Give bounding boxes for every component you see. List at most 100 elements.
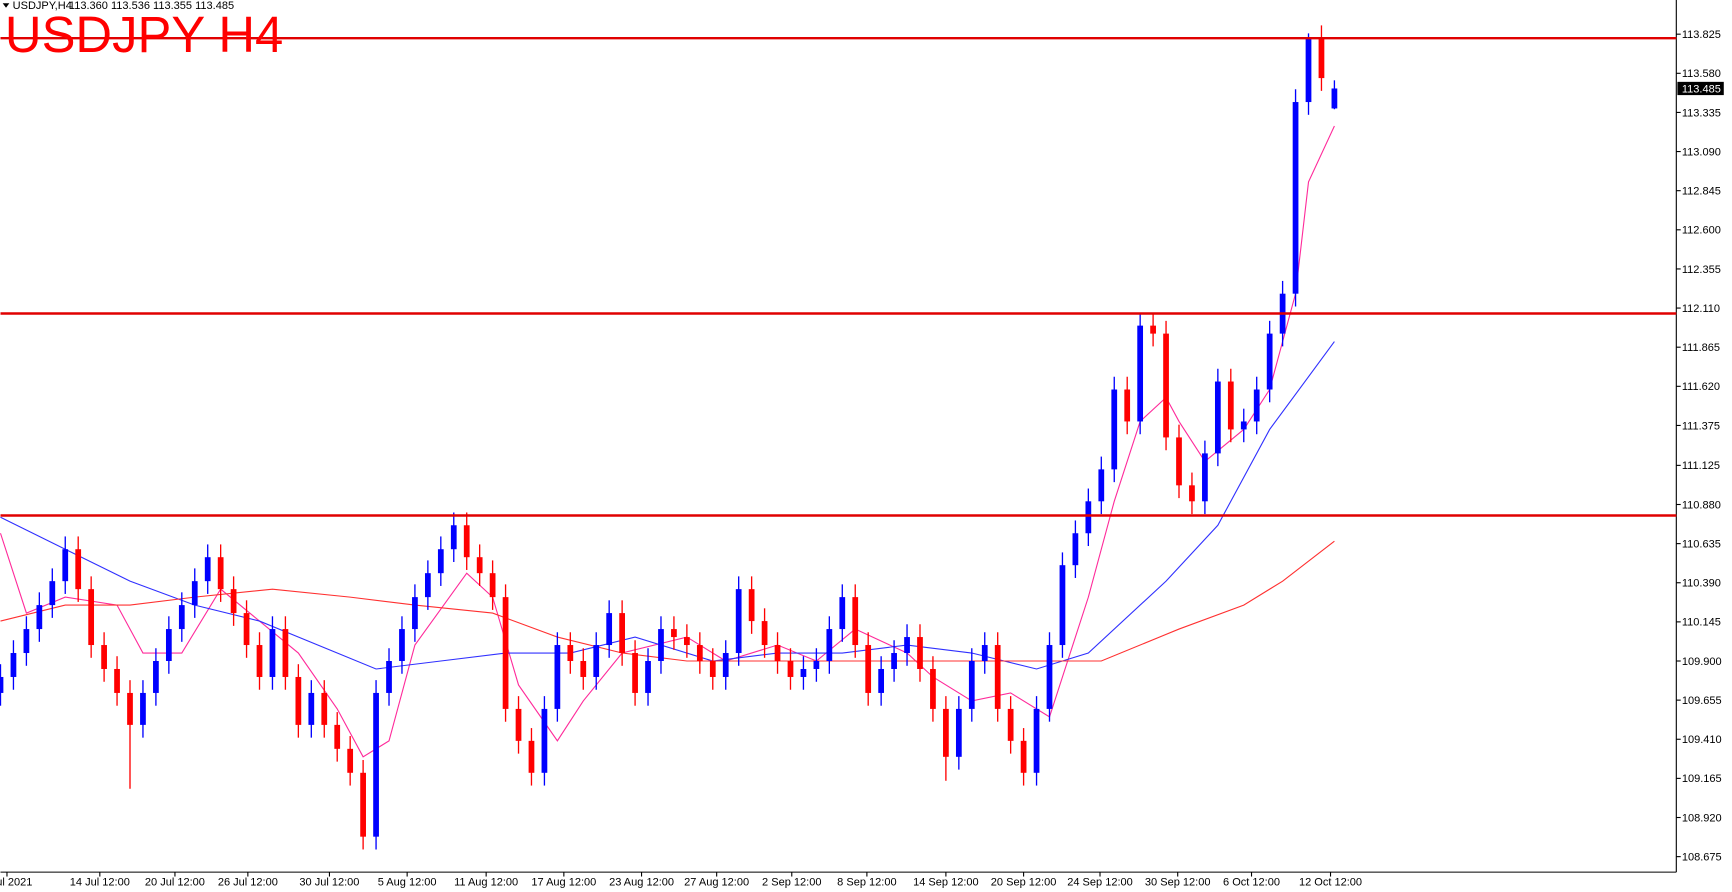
x-tick-label: 27 Aug 12:00 xyxy=(684,876,749,888)
candle-body xyxy=(101,645,107,669)
candle-body xyxy=(709,661,716,677)
candle-body xyxy=(528,740,535,773)
candle-body xyxy=(282,629,289,677)
candle-body xyxy=(1176,437,1182,486)
y-tick-label: 113.090 xyxy=(1682,146,1721,158)
x-tick-label: 20 Sep 12:00 xyxy=(991,876,1057,888)
candle-body xyxy=(217,557,224,590)
price-marker-label: 113.485 xyxy=(1682,83,1721,95)
candle-body xyxy=(1202,453,1208,502)
candle-body xyxy=(1292,102,1299,294)
candle-body xyxy=(1085,501,1092,534)
candle-body xyxy=(891,653,897,669)
y-tick-label: 109.900 xyxy=(1682,656,1722,668)
candle-body xyxy=(994,645,1001,709)
menu-arrow[interactable] xyxy=(2,3,10,8)
y-tick-label: 111.375 xyxy=(1682,420,1720,432)
y-tick-label: 108.675 xyxy=(1682,852,1722,864)
candle-body xyxy=(321,692,328,725)
candle-body xyxy=(114,668,120,693)
candle-body xyxy=(49,581,56,606)
candle-body xyxy=(1046,645,1053,709)
candle-body xyxy=(632,653,638,693)
candle-body xyxy=(1318,38,1325,79)
candle-body xyxy=(502,597,509,709)
y-tick-label: 110.635 xyxy=(1682,538,1721,550)
price-marker xyxy=(1677,81,1724,96)
candle-body xyxy=(1266,333,1273,390)
symbol: USDJPY,H4 xyxy=(13,0,72,12)
candle-body xyxy=(1072,533,1079,566)
x-tick-label: 14 Sep 12:00 xyxy=(913,876,979,888)
candle-body xyxy=(567,645,574,662)
candle-body xyxy=(1214,381,1221,454)
candle-body xyxy=(839,597,846,630)
candle-body xyxy=(191,581,198,606)
y-tick-label: 110.880 xyxy=(1682,499,1721,511)
candle-body xyxy=(1331,88,1338,109)
candle-body xyxy=(735,589,742,654)
y-tick-label: 109.410 xyxy=(1682,734,1722,746)
x-tick-label: 8 Jul 2021 xyxy=(0,876,32,888)
candle-body xyxy=(722,653,729,677)
x-tick-label: 5 Aug 12:00 xyxy=(378,876,437,888)
y-tick-label: 111.865 xyxy=(1682,342,1720,354)
candle-body xyxy=(968,661,975,709)
y-tick-label: 110.390 xyxy=(1682,578,1721,590)
candle-body xyxy=(1059,565,1066,646)
candle-body xyxy=(813,661,820,669)
moving-average xyxy=(0,125,1335,758)
candle-body xyxy=(0,676,4,693)
x-tick-label: 30 Jul 12:00 xyxy=(299,876,359,888)
x-tick-label: 2 Sep 12:00 xyxy=(762,876,821,888)
y-tick-label: 113.335 xyxy=(1682,107,1721,119)
candle-body xyxy=(930,668,936,709)
candle-body xyxy=(23,629,30,654)
candle-body xyxy=(1098,469,1105,502)
y-tick-label: 111.620 xyxy=(1682,381,1720,393)
x-tick-label: 14 Jul 12:00 xyxy=(70,876,130,888)
candle-body xyxy=(463,525,470,558)
candle-body xyxy=(826,629,833,662)
candle-body xyxy=(243,613,250,646)
candle-body xyxy=(671,629,677,638)
candle-body xyxy=(1033,708,1040,773)
x-tick-label: 8 Sep 12:00 xyxy=(837,876,896,888)
candle-body xyxy=(450,525,457,550)
y-tick-label: 109.165 xyxy=(1682,773,1722,785)
candle-body xyxy=(334,724,341,749)
chart-title: USDJPY H4 xyxy=(5,6,283,63)
y-tick-label: 109.655 xyxy=(1682,695,1722,707)
candle-body xyxy=(684,637,690,646)
y-tick-label: 110.145 xyxy=(1682,617,1721,629)
candle-body xyxy=(878,668,885,693)
candle-body xyxy=(515,708,522,741)
candle-body xyxy=(1253,389,1260,422)
candle-body xyxy=(127,692,133,725)
candle-body xyxy=(774,645,781,662)
y-tick-label: 113.580 xyxy=(1682,68,1721,80)
candle-body xyxy=(165,629,172,662)
x-tick-label: 26 Jul 12:00 xyxy=(218,876,278,888)
candle-body xyxy=(1163,333,1169,438)
candle-body xyxy=(437,549,444,574)
x-tick-label: 6 Oct 12:00 xyxy=(1223,876,1280,888)
candle-body xyxy=(308,692,315,725)
y-tick-label: 113.825 xyxy=(1682,29,1721,41)
candle-body xyxy=(75,549,82,590)
candle-body xyxy=(412,597,418,630)
y-tick-label: 111.125 xyxy=(1682,460,1720,472)
candle-body xyxy=(865,645,872,693)
plot xyxy=(0,25,1677,850)
candle-body xyxy=(1020,740,1027,773)
candle-body xyxy=(424,573,431,598)
candle-body xyxy=(347,748,354,773)
y-tick-label: 112.600 xyxy=(1682,225,1721,237)
y-tick-label: 112.845 xyxy=(1682,186,1721,198)
candle-body xyxy=(1111,389,1118,470)
candle-body xyxy=(489,573,496,598)
candle-body xyxy=(178,605,185,630)
candle-body xyxy=(476,557,483,574)
candle-body xyxy=(88,589,95,646)
